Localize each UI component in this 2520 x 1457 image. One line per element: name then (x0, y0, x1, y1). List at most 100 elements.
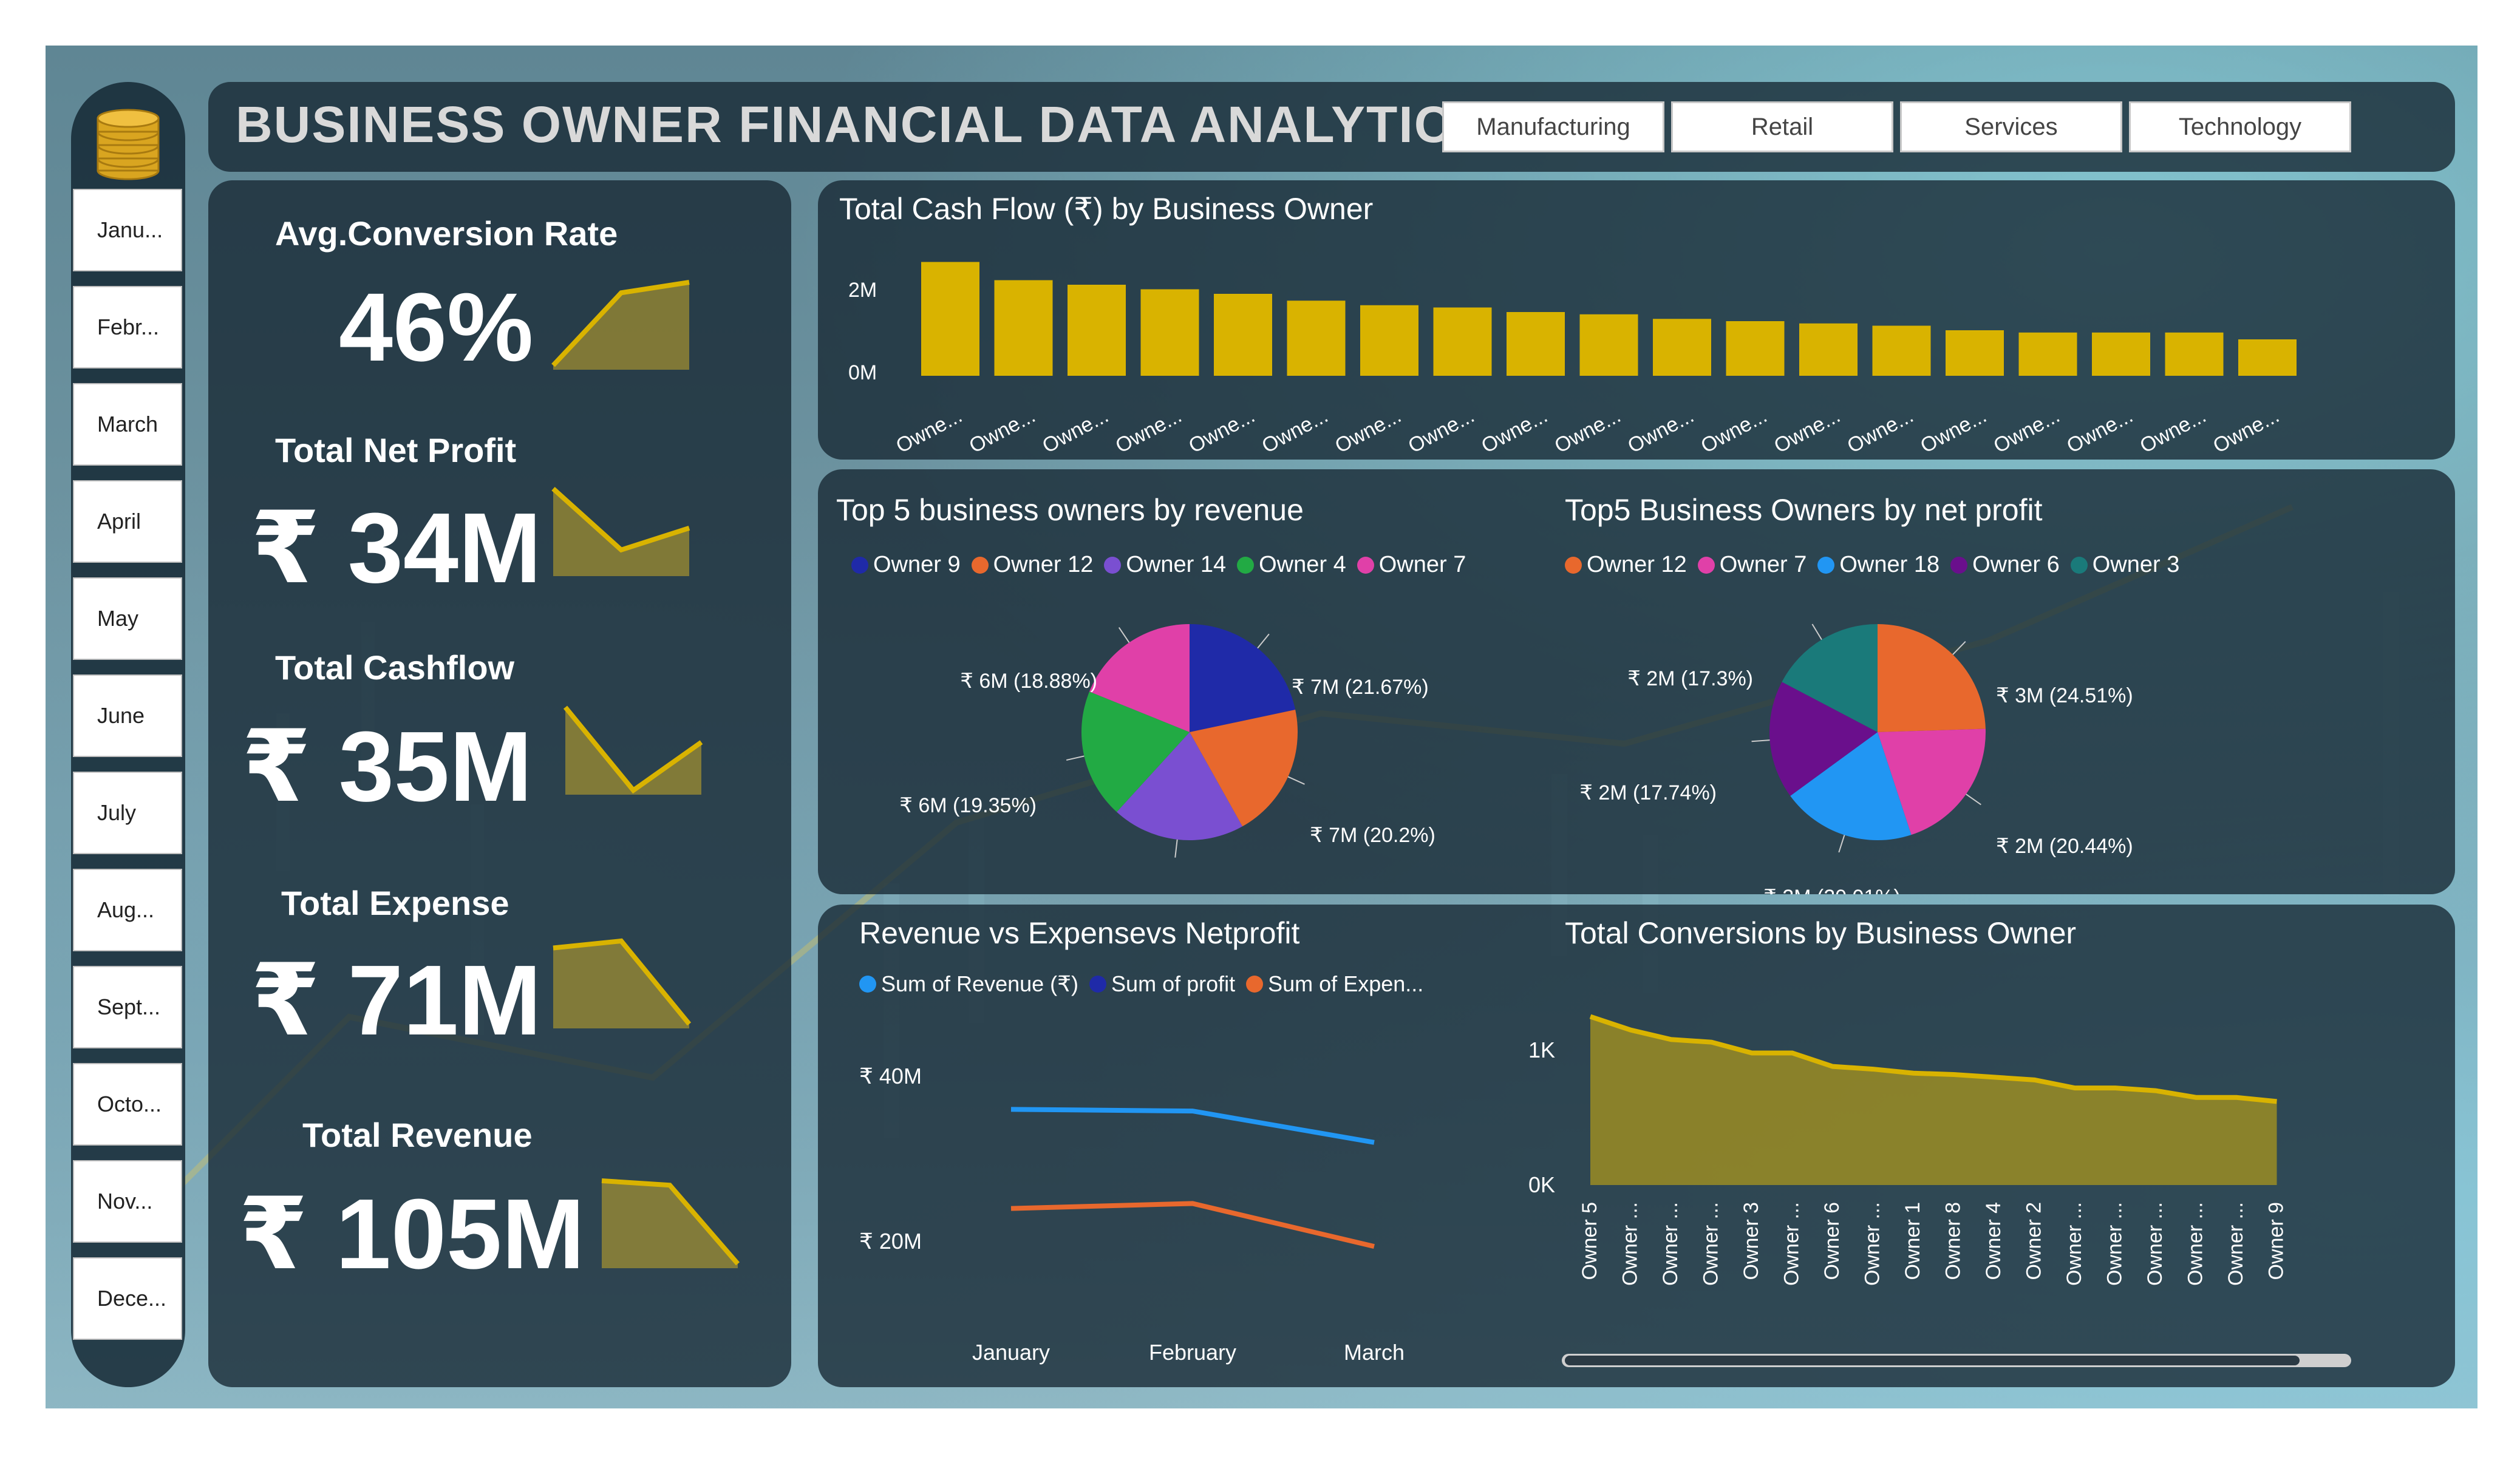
kpi-net-profit-value: ₹ 34M (251, 492, 542, 603)
dashboard-canvas: Janu... Febr... March April May June July Aug..… (46, 46, 2477, 1408)
kpi-conversion-value: 46% (339, 273, 534, 381)
kpi-expense-value: ₹ 71M (251, 945, 542, 1056)
legend-dot-icon (1565, 556, 1582, 574)
month-button[interactable]: May (73, 577, 182, 660)
legend-item[interactable]: Owner 9 (851, 552, 961, 578)
x-tick-label: Owne... (1624, 404, 1697, 458)
cashflow-panel: Total Cash Flow (₹) by Business Owner 2M… (818, 180, 2455, 460)
kpi-conversion-sparkline (551, 280, 690, 370)
legend-item[interactable]: Owner 3 (2070, 552, 2180, 578)
cashflow-bar (1872, 325, 1931, 376)
month-button[interactable]: March (73, 383, 182, 466)
pie-leader-line (1838, 835, 1845, 853)
month-button[interactable]: Janu... (73, 189, 182, 271)
y-tick-label: 2M (848, 279, 877, 302)
sparkline-line (563, 705, 703, 794)
filter-retail[interactable]: Retail (1671, 101, 1893, 152)
y-tick-label: 0K (1528, 1172, 1555, 1197)
legend-item[interactable]: Sum of profit (1089, 971, 1235, 997)
month-button[interactable]: June (73, 674, 182, 757)
y-tick-label: 0M (848, 361, 877, 384)
legend-item[interactable]: Owner 18 (1817, 552, 1939, 578)
revenue-expense-line-chart: ₹ 40M ₹ 20M January February March (859, 1064, 1405, 1365)
x-tick-label: Owne... (1331, 404, 1405, 458)
x-tick-label: Owne... (892, 404, 965, 458)
legend-label: Owner 7 (1378, 552, 1466, 577)
x-tick-label: Owner ... (2224, 1202, 2247, 1286)
pie-leader-line (1287, 776, 1305, 785)
x-tick-label: Owne... (1185, 404, 1258, 458)
pies-panel: Top 5 business owners by revenue Owner 9… (818, 469, 2455, 894)
kpi-revenue-value: ₹ 105M (239, 1178, 585, 1289)
legend-item[interactable]: Owner 14 (1104, 552, 1226, 578)
x-tick-label: Owner 4 (1982, 1202, 2005, 1280)
kpi-revenue-label: Total Revenue (302, 1116, 533, 1154)
cashflow-bar (994, 280, 1053, 376)
legend-label: Sum of profit (1111, 971, 1236, 996)
x-tick-label: Owner 8 (1942, 1202, 1965, 1280)
sparkline-area (602, 1181, 738, 1268)
pie-slice (1190, 710, 1298, 827)
month-button[interactable]: Aug... (73, 869, 182, 951)
filter-technology[interactable]: Technology (2129, 101, 2351, 152)
legend-item[interactable]: Owner 12 (1565, 552, 1687, 578)
x-tick-label: Owne... (1112, 404, 1185, 458)
y-tick-label: 1K (1528, 1038, 1555, 1062)
month-button[interactable]: Octo... (73, 1063, 182, 1146)
filter-manufacturing[interactable]: Manufacturing (1442, 101, 1664, 152)
cashflow-bar (2238, 339, 2297, 376)
month-button[interactable]: Sept... (73, 966, 182, 1048)
legend-label: Owner 6 (1972, 552, 2060, 577)
kpi-expense-sparkline (553, 938, 692, 1028)
pie-slice (1782, 624, 1878, 732)
legend-item[interactable]: Owner 7 (1697, 552, 1807, 578)
x-tick-label: Owner 6 (1820, 1202, 1844, 1280)
x-tick-label: Owne... (1477, 404, 1551, 458)
x-tick-label: Owner 2 (2023, 1202, 2046, 1280)
y-tick-label: ₹ 40M (859, 1064, 922, 1089)
month-button[interactable]: Dece... (73, 1257, 182, 1340)
revenue-pie-legend: Owner 9 Owner 12 Owner 14 Owner 4 Owner 7 (851, 552, 1466, 578)
cashflow-bar (1946, 330, 2004, 376)
pie-slice-label: ₹ 2M (17.3%) (1627, 667, 1753, 690)
legend-dot-icon (1246, 976, 1264, 993)
x-tick-label: Owner 3 (1740, 1202, 1763, 1280)
pie-slice-label: ₹ 7M (20.2%) (1310, 824, 1435, 847)
x-tick-label: Owne... (1697, 404, 1771, 458)
legend-item[interactable]: Owner 4 (1237, 552, 1346, 578)
legend-label: Owner 7 (1719, 552, 1807, 577)
x-tick-label: Owne... (2063, 404, 2136, 458)
legend-label: Owner 14 (1126, 552, 1227, 577)
legend-label: Owner 3 (2092, 552, 2180, 577)
month-button[interactable]: April (73, 480, 182, 563)
month-button[interactable]: Nov... (73, 1160, 182, 1243)
pie-slice (1190, 624, 1296, 732)
legend-item[interactable]: Owner 12 (971, 552, 1093, 578)
legend-dot-icon (859, 976, 876, 993)
x-tick-label: Owne... (2209, 404, 2283, 458)
pie-leader-line (1066, 755, 1085, 761)
pie-slice-label: ₹ 6M (19.9%) (1071, 892, 1197, 894)
profit-pie-title: Top5 Business Owners by net profit (1565, 493, 2043, 527)
filter-services[interactable]: Services (1900, 101, 2122, 152)
conversions-line (1589, 1014, 2277, 1104)
pie-slice (1790, 732, 1912, 840)
legend-item[interactable]: Sum of Revenue (₹) (859, 971, 1078, 997)
month-button[interactable]: Febr... (73, 286, 182, 368)
cashflow-bar (1214, 294, 1272, 376)
legend-dot-icon (1950, 556, 1968, 574)
cashflow-bar (1360, 305, 1418, 376)
sparkline-area (553, 282, 689, 370)
pie-slice-label: ₹ 6M (19.35%) (899, 794, 1037, 817)
month-button[interactable]: July (73, 772, 182, 854)
legend-item[interactable]: Owner 6 (1950, 552, 2060, 578)
legend-item[interactable]: Owner 7 (1357, 552, 1466, 578)
scrollbar-thumb[interactable] (1565, 1356, 2300, 1365)
cashflow-bar (1287, 301, 1346, 376)
x-tick-label: Owner 5 (1578, 1202, 1601, 1280)
legend-label: Owner 9 (873, 552, 961, 577)
pie-slice-label: ₹ 6M (18.88%) (960, 670, 1097, 693)
dashboard-title: BUSINESS OWNER FINANCIAL DATA ANALYTICS (236, 96, 1488, 153)
legend-item[interactable]: Sum of Expen... (1246, 971, 1423, 997)
